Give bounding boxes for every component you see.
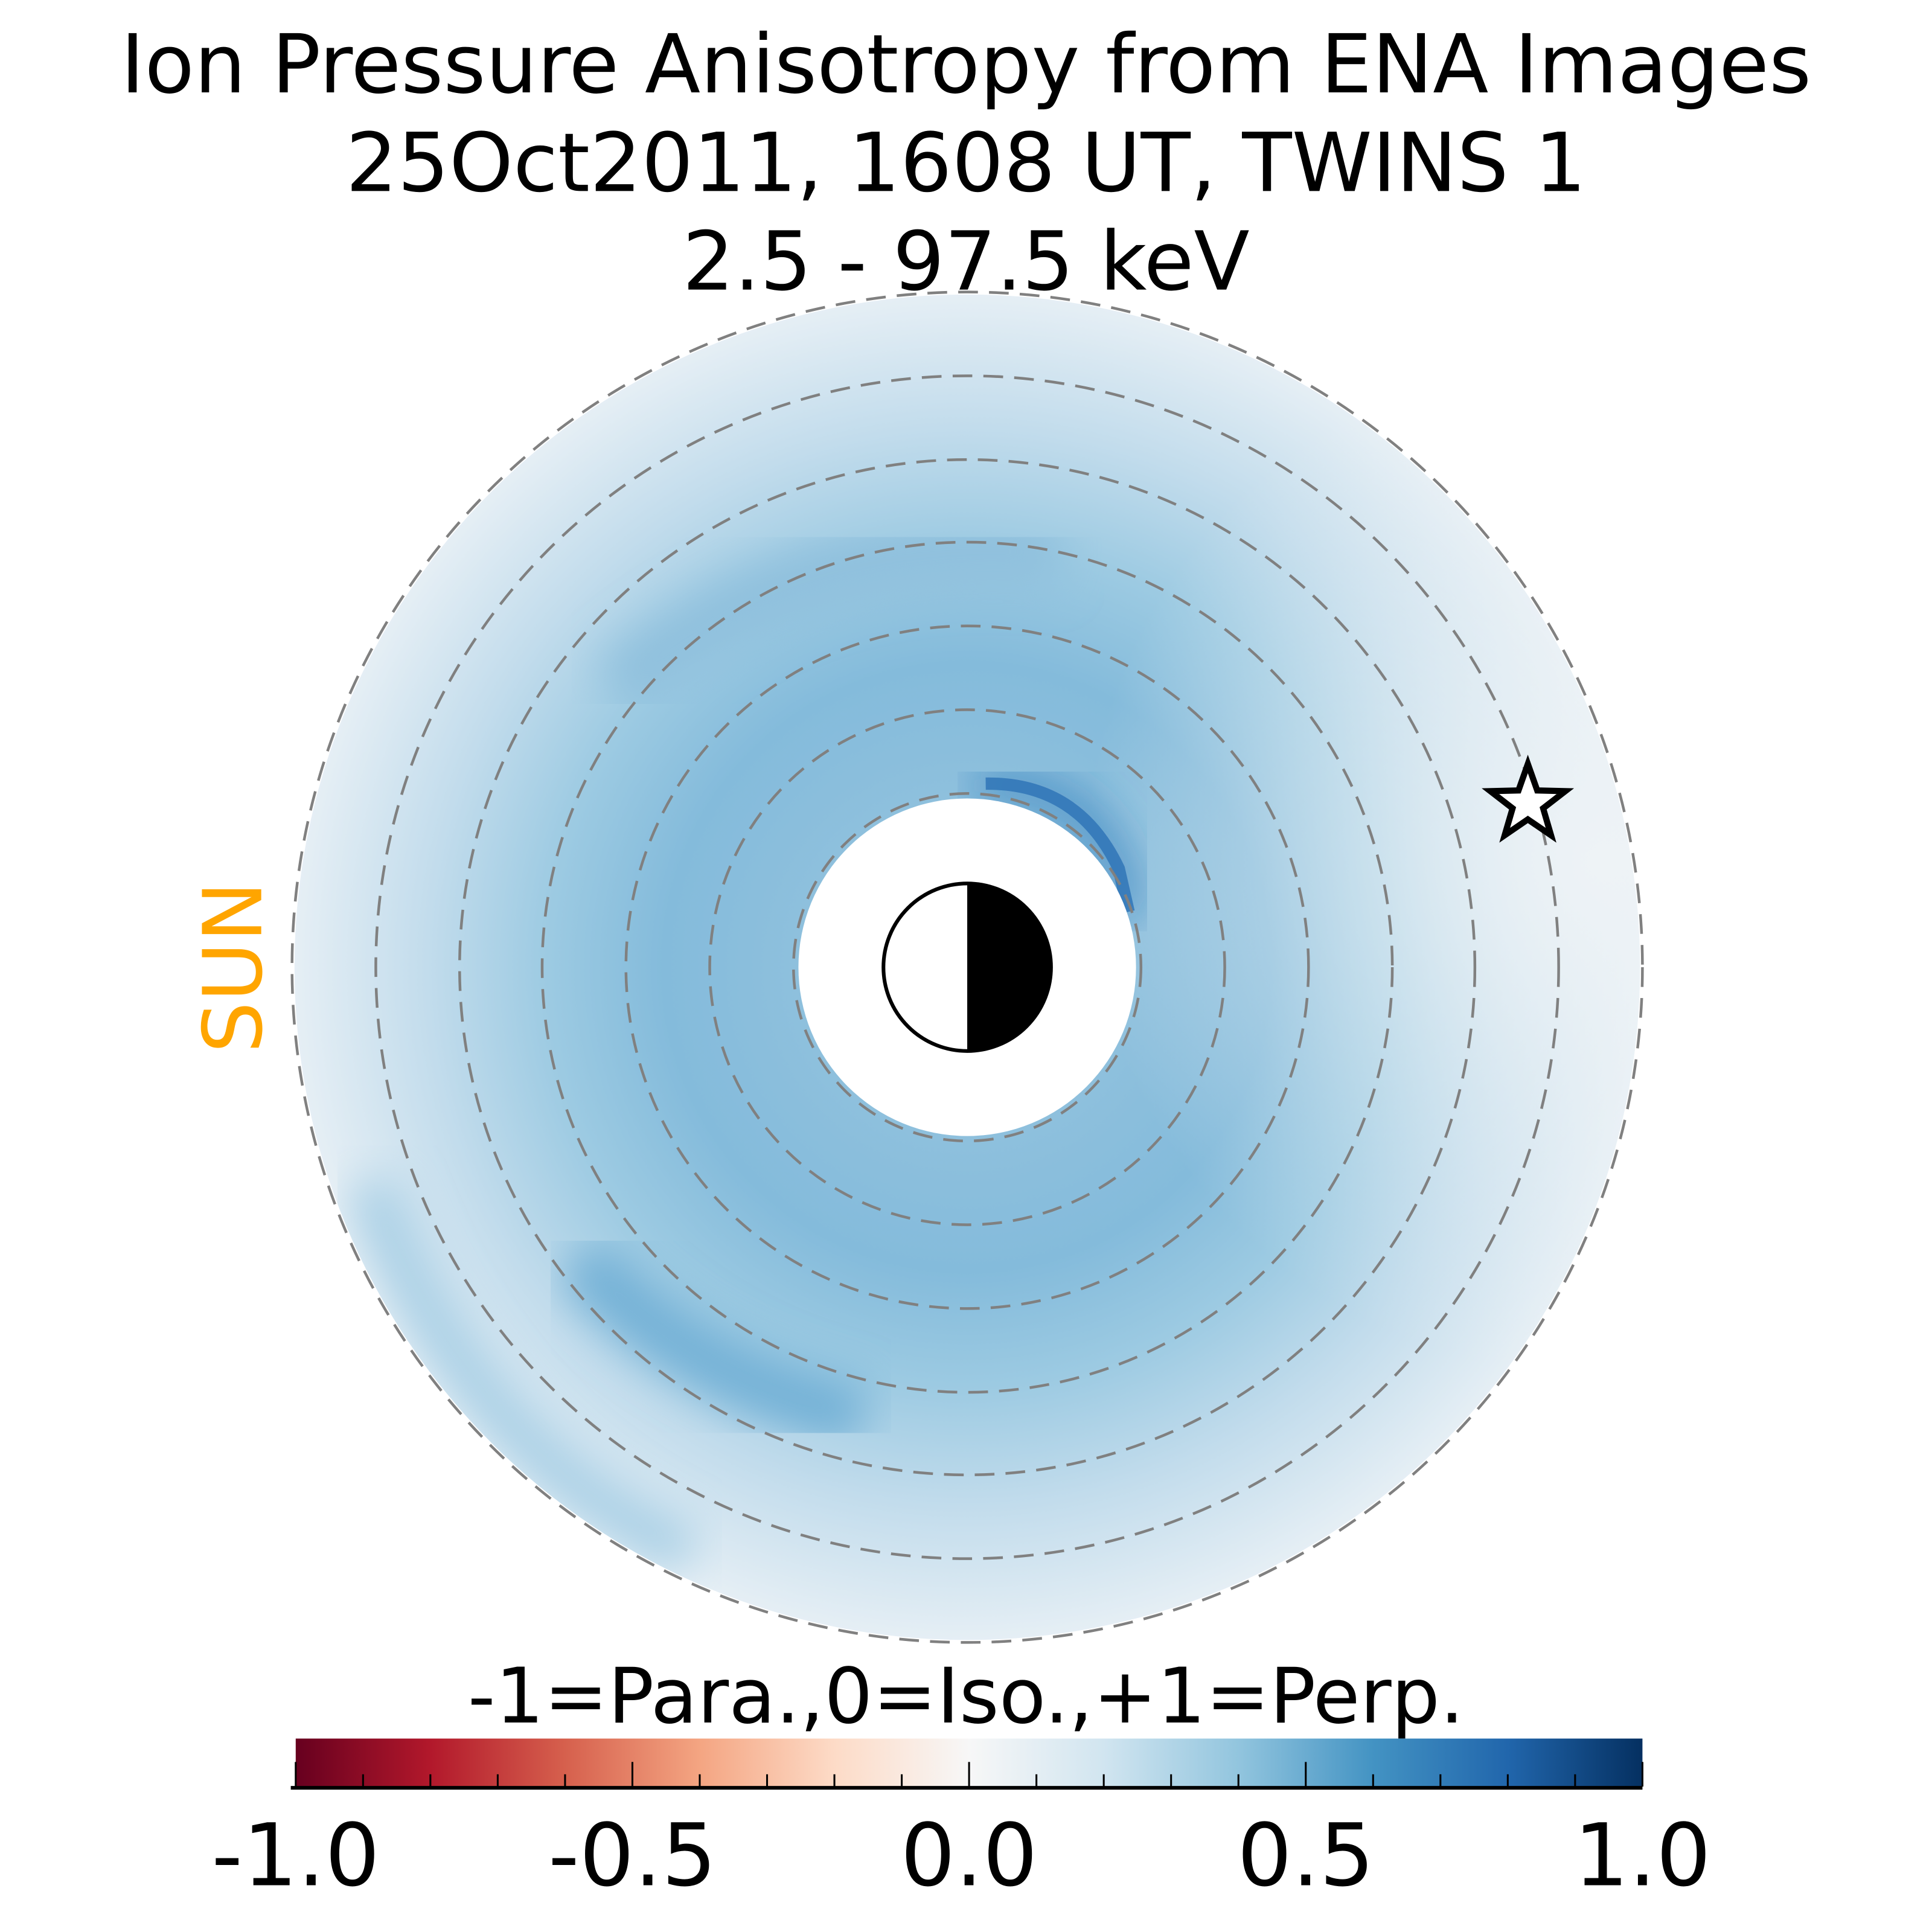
- map-dayside-fade: [1022, 345, 1640, 1380]
- title-line-1: Ion Pressure Anisotropy from ENA Images: [121, 17, 1811, 112]
- colorbar-tick-label: 1.0: [1574, 1805, 1711, 1905]
- earth-icon: [881, 881, 1053, 1053]
- sun-label: SUN: [186, 881, 281, 1054]
- map-peak: [972, 774, 1142, 921]
- map-peak-core: [985, 777, 1135, 913]
- dashed-ring-1: [290, 290, 1644, 1644]
- colorbar-tick-label: 0.0: [901, 1805, 1038, 1905]
- map-outer-band: [346, 1174, 700, 1575]
- distance-rings: [290, 290, 1644, 1644]
- dashed-ring-2: [374, 374, 1560, 1560]
- earth-night-side: [967, 883, 1051, 1051]
- map-enhancement-band: [556, 1236, 869, 1447]
- colorbar-label: -1=Para.,0=Iso.,+1=Perp.: [468, 1652, 1464, 1741]
- dashed-ring-4: [540, 540, 1394, 1394]
- dashed-ring-7: [792, 792, 1143, 1143]
- earth-outline: [881, 881, 1053, 1053]
- dashed-ring-3: [458, 458, 1477, 1477]
- map-features: [346, 345, 1640, 1575]
- dashed-ring-5: [624, 624, 1310, 1310]
- spacecraft-star-icon: [1482, 754, 1575, 843]
- title-line-2: 25Oct2011, 1608 UT, TWINS 1: [346, 115, 1587, 210]
- anisotropy-map: [294, 294, 1640, 1640]
- colorbar: -1=Para.,0=Iso.,+1=Perp. -1.0 -0.5 0.0 0.5 1.…: [211, 1652, 1711, 1905]
- map-upper-band: [596, 520, 1063, 714]
- colorbar-tick-label: -0.5: [548, 1805, 717, 1905]
- colorbar-tick-label: -1.0: [211, 1805, 380, 1905]
- dashed-ring-6: [708, 708, 1226, 1226]
- colorbar-tick-label: 0.5: [1237, 1805, 1374, 1905]
